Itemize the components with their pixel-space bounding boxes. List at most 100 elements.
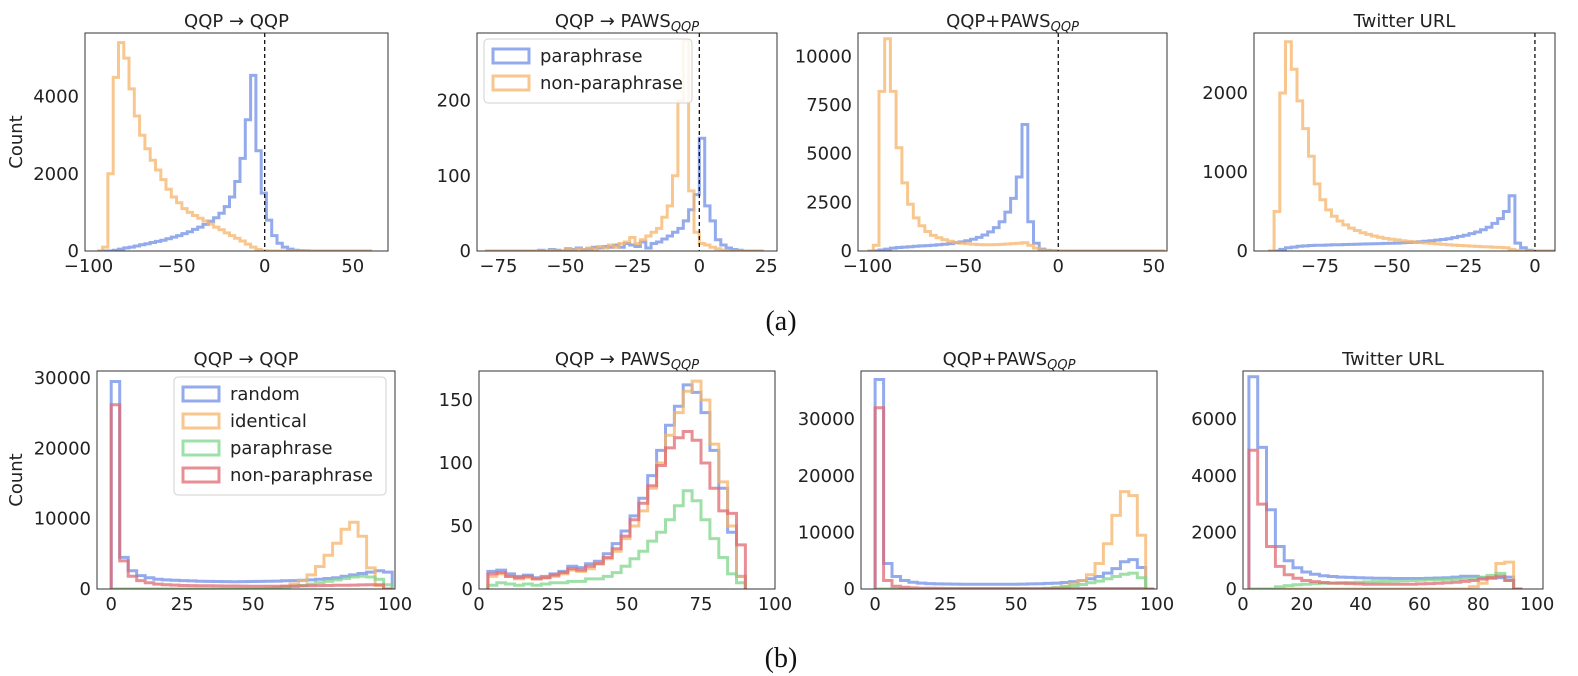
series-non-paraphrase-b3 — [873, 406, 1155, 589]
x-tick-label-b2: 25 — [542, 594, 565, 615]
series-paraphrase-a1 — [97, 73, 373, 251]
chart-panel-b3: QQP+PAWSQQP 0 25 50 75 100 0 10000 20000 30000 — [798, 349, 1174, 615]
legend-label-non-paraphrase: non-paraphrase — [230, 465, 373, 486]
series-non-paraphrase-a4 — [1268, 40, 1555, 251]
y-tick-label-a1: 2000 — [33, 164, 79, 185]
x-tick-label-b4: 60 — [1408, 594, 1431, 615]
axes-frame-a4 — [1253, 32, 1556, 252]
x-tick-label-b1: 100 — [378, 594, 412, 615]
series-non-paraphrase-a3 — [867, 37, 1166, 251]
chart-panel-b4: Twitter URL 0 20 40 60 80 100 0 2000 4000 6000 — [1191, 349, 1554, 615]
y-tick-label-a3: 7500 — [806, 95, 852, 116]
x-tick-label-a1: 0 — [259, 256, 270, 277]
y-tick-label-a3: 5000 — [806, 144, 852, 165]
x-tick-label-a3: −50 — [944, 256, 982, 277]
chart-title-b2: QQP → PAWSQQP — [555, 349, 699, 373]
x-tick-label-b3: 50 — [1005, 594, 1028, 615]
x-tick-label-b2: 0 — [473, 594, 484, 615]
y-tick-label-b4: 2000 — [1191, 522, 1237, 543]
legend-swatch-identical — [181, 412, 221, 430]
x-tick-label-a1: −50 — [158, 256, 196, 277]
axes-frame-b2 — [478, 370, 776, 590]
x-tick-label-a1: 50 — [341, 256, 364, 277]
y-tick-label-b2: 150 — [439, 390, 473, 411]
chart-title-a1: QQP → QQP — [184, 11, 289, 32]
x-tick-label-b1: 25 — [171, 594, 194, 615]
y-tick-label-b3: 10000 — [798, 522, 855, 543]
x-tick-label-a2: −75 — [479, 256, 517, 277]
caption-b: (b) — [765, 643, 798, 674]
legend-b1: random identical paraphrase non-paraphrase — [173, 376, 387, 496]
x-tick-label-b4: 80 — [1467, 594, 1490, 615]
legend-a2: paraphrase non-paraphrase — [483, 38, 693, 104]
y-tick-label-a2: 100 — [437, 166, 471, 187]
legend-label-paraphrase: paraphrase — [230, 438, 333, 459]
x-tick-label-a2: 25 — [755, 256, 778, 277]
legend-swatch-random — [181, 385, 221, 403]
series-non-paraphrase-a1 — [97, 41, 373, 251]
y-tick-label-b1: 0 — [80, 579, 91, 600]
chart-panel-a4: Twitter URL −75 −50 −25 0 0 1000 2000 — [1202, 11, 1556, 277]
chart-panel-a1: QQP → QQP Count −100 −50 0 50 0 2000 4000 — [6, 11, 389, 277]
x-tick-label-a4: −25 — [1444, 256, 1482, 277]
x-tick-label-b4: 40 — [1349, 594, 1372, 615]
x-tick-label-b3: 25 — [934, 594, 957, 615]
legend-box-b1 — [173, 376, 387, 496]
chart-title-b4: Twitter URL — [1341, 349, 1444, 370]
series-random-b4 — [1247, 375, 1523, 589]
series-paraphrase-a2 — [485, 136, 764, 251]
chart-title-b1: QQP → QQP — [194, 349, 299, 370]
y-axis-label-a1: Count — [6, 115, 27, 168]
y-tick-label-a1: 4000 — [33, 87, 79, 108]
plot-area-a3 — [867, 37, 1166, 251]
chart-title-a2: QQP → PAWSQQP — [555, 11, 699, 35]
y-axis-label-b1: Count — [6, 453, 27, 506]
plot-area-a4 — [1268, 40, 1555, 251]
y-tick-label-b3: 20000 — [798, 466, 855, 487]
series-non-paraphrase-a2 — [485, 39, 764, 251]
y-tick-label-b4: 6000 — [1191, 409, 1237, 430]
plot-area-b1 — [109, 380, 394, 589]
legend-box-a2 — [483, 38, 693, 104]
chart-title-a3: QQP+PAWSQQP — [946, 11, 1079, 35]
y-tick-label-a3: 0 — [841, 241, 852, 262]
legend-swatch-non-paraphrase — [181, 466, 221, 484]
series-non-paraphrase-b1 — [109, 403, 393, 589]
series-random-b2 — [486, 383, 747, 589]
series-paraphrase-b2 — [486, 489, 747, 589]
x-tick-label-a2: −50 — [546, 256, 584, 277]
series-non-paraphrase-b2 — [486, 430, 747, 589]
x-tick-label-a3: 0 — [1053, 256, 1064, 277]
legend-label-identical: identical — [230, 411, 307, 432]
x-tick-label-b1: 75 — [313, 594, 336, 615]
x-tick-label-a3: 50 — [1142, 256, 1165, 277]
x-tick-label-b3: 75 — [1075, 594, 1098, 615]
x-tick-label-b3: 0 — [869, 594, 880, 615]
plot-area-b3 — [873, 378, 1155, 589]
series-random-b3 — [873, 378, 1155, 589]
axes-frame-a2 — [476, 32, 778, 252]
legend-label-random: random — [230, 384, 300, 405]
y-tick-label-a1: 0 — [68, 241, 79, 262]
y-tick-label-a3: 2500 — [806, 192, 852, 213]
x-tick-label-b2: 50 — [616, 594, 639, 615]
y-tick-label-b1: 30000 — [34, 368, 91, 389]
x-tick-label-b2: 100 — [758, 594, 792, 615]
x-tick-label-b4: 100 — [1520, 594, 1554, 615]
axes-frame-b3 — [860, 370, 1158, 590]
y-tick-label-a2: 0 — [460, 241, 471, 262]
legend-label-paraphrase: paraphrase — [540, 46, 643, 67]
y-tick-label-b1: 10000 — [34, 509, 91, 530]
y-tick-label-b3: 0 — [844, 579, 855, 600]
chart-panel-a3: QQP+PAWSQQP −100 −50 0 50 0 2500 5000 7500 10000 — [795, 11, 1168, 277]
x-tick-label-a1: −100 — [64, 256, 113, 277]
chart-panel-b1: QQP → QQP Count 0 25 50 75 100 0 10000 20000 30000… — [6, 349, 412, 615]
chart-title-b3: QQP+PAWSQQP — [943, 349, 1076, 373]
axes-frame-a3 — [857, 32, 1168, 252]
legend-swatch-non-paraphrase — [491, 74, 531, 92]
x-tick-label-b4: 20 — [1290, 594, 1313, 615]
plot-area-a1 — [97, 41, 373, 251]
legend-swatch-paraphrase — [181, 439, 221, 457]
chart-panel-b2: QQP → PAWSQQP 0 25 50 75 100 0 50 100 150 — [439, 349, 793, 615]
